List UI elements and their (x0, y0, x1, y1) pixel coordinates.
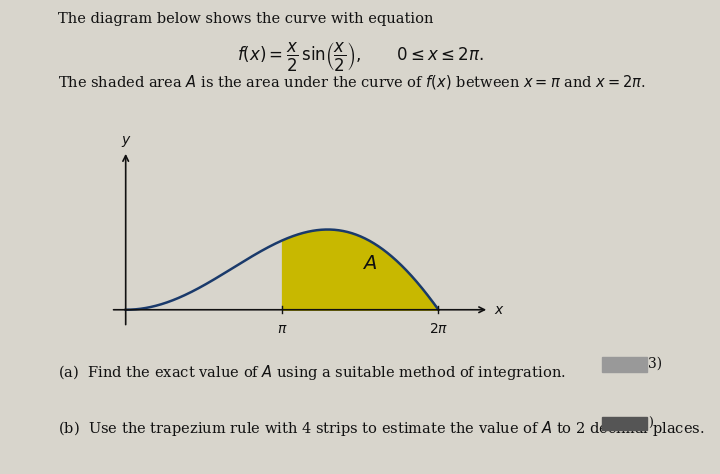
Text: $2\pi$: $2\pi$ (429, 322, 448, 336)
Text: $\pi$: $\pi$ (276, 322, 287, 336)
Text: x: x (494, 303, 503, 317)
Text: 3): 3) (648, 357, 662, 371)
Text: $f(x) = \dfrac{x}{2}\,\sin\!\left(\dfrac{x}{2}\right),$$\qquad 0 \leq x \leq 2\p: $f(x) = \dfrac{x}{2}\,\sin\!\left(\dfrac… (237, 40, 483, 73)
Text: The shaded area $A$ is the area under the curve of $f(x)$ between $x = \pi$ and : The shaded area $A$ is the area under th… (58, 73, 645, 91)
Text: (b)  Use the trapezium rule with 4 strips to estimate the value of $A$ to 2 deci: (b) Use the trapezium rule with 4 strips… (58, 419, 704, 438)
Text: y: y (122, 133, 130, 146)
Text: (a)  Find the exact value of $A$ using a suitable method of integration.: (a) Find the exact value of $A$ using a … (58, 363, 565, 382)
Text: The diagram below shows the curve with equation: The diagram below shows the curve with e… (58, 12, 433, 26)
Text: ): ) (648, 417, 653, 430)
Text: A: A (363, 254, 377, 273)
